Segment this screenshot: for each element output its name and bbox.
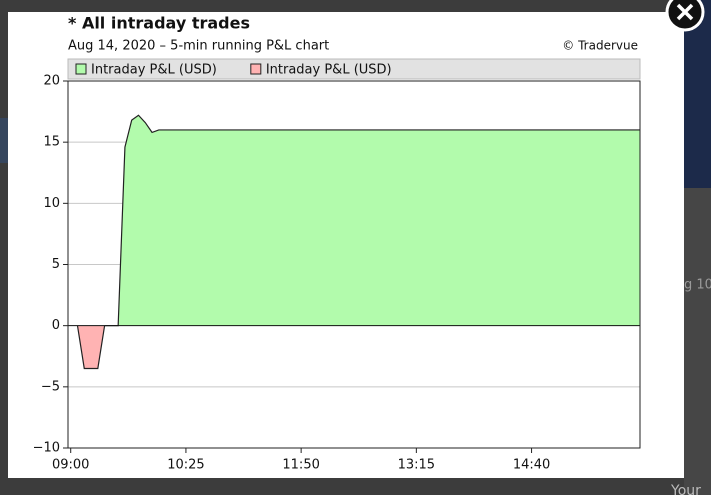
y-tick-label: 5 xyxy=(52,257,60,272)
legend-label: Intraday P&L (USD) xyxy=(266,63,392,78)
line xyxy=(76,325,106,370)
x-tick-label: 14:40 xyxy=(513,458,550,473)
background-panel xyxy=(684,0,711,188)
y-tick-label: 20 xyxy=(43,74,60,89)
legend-swatch xyxy=(75,63,87,75)
area xyxy=(104,115,640,326)
y-tick-label: 15 xyxy=(43,135,60,150)
y-tick-label: 10 xyxy=(43,196,60,211)
x-tick-label: 13:15 xyxy=(398,458,435,473)
legend-label: Intraday P&L (USD) xyxy=(91,63,217,78)
chart-subtitle: Aug 14, 2020 – 5-min running P&L chart xyxy=(68,39,329,54)
x-tick-label: 11:50 xyxy=(282,458,319,473)
area xyxy=(77,325,105,369)
y-tick-label: −10 xyxy=(33,441,60,456)
chart: * All intraday trades Aug 14, 2020 – 5-m… xyxy=(33,14,641,473)
y-tick-label: −5 xyxy=(41,379,60,394)
close-button[interactable] xyxy=(665,0,705,32)
x-tick-label: 10:25 xyxy=(167,458,204,473)
chart-credit: © Tradervue xyxy=(562,39,638,53)
chart-title: * All intraday trades xyxy=(68,14,250,33)
legend-background xyxy=(67,58,641,80)
background-text: g 10 xyxy=(684,278,711,293)
background-text: Your xyxy=(670,483,701,495)
plot-frame xyxy=(67,80,641,449)
background-panel xyxy=(0,118,8,163)
legend-swatch xyxy=(250,63,262,75)
background-panel xyxy=(684,188,711,495)
x-tick-label: 09:00 xyxy=(52,458,89,473)
y-tick-label: 0 xyxy=(52,318,60,333)
